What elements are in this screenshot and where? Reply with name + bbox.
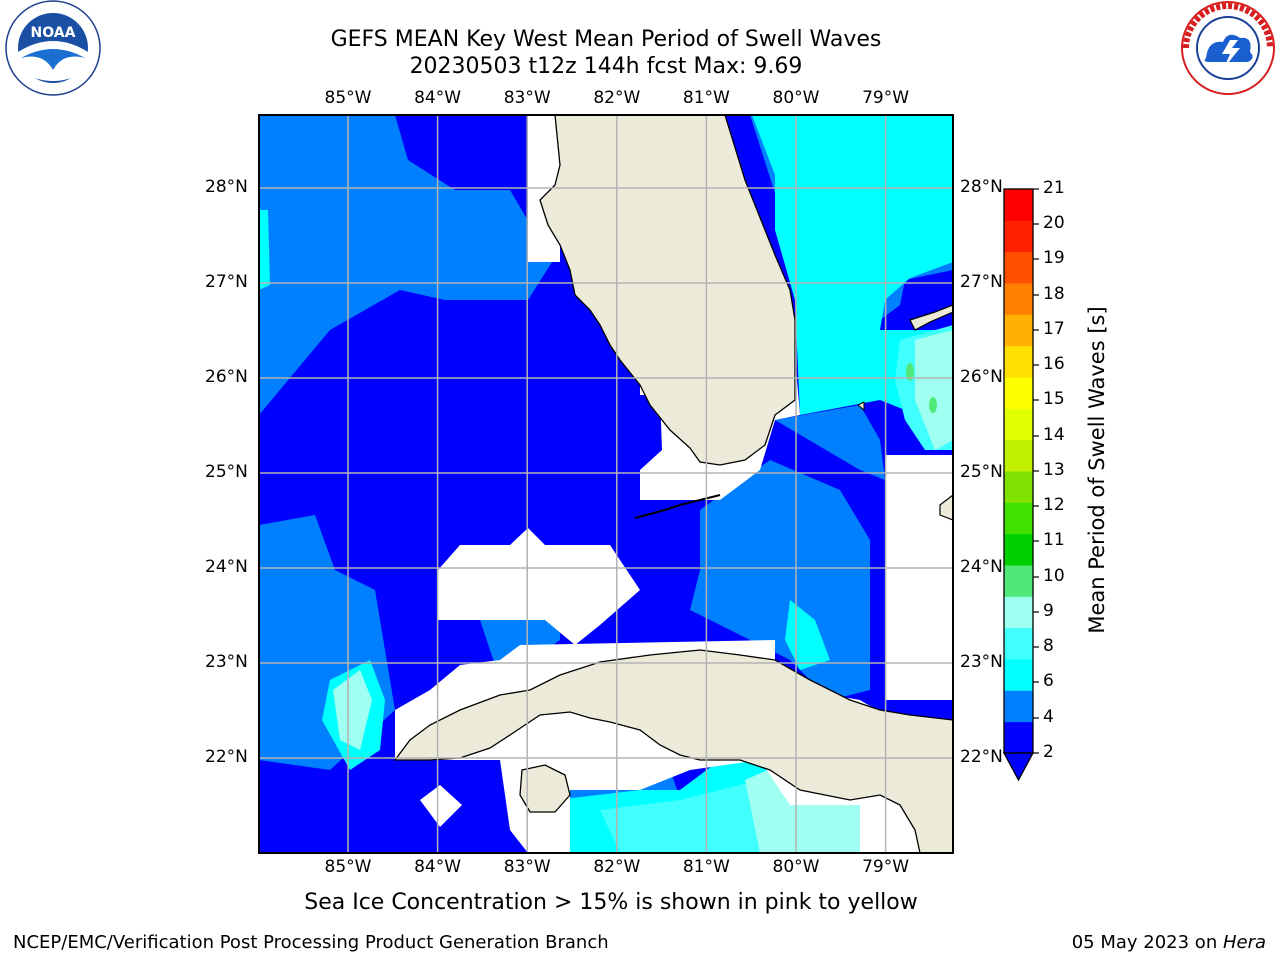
footer-date: 05 May 2023 on Hera	[1072, 932, 1266, 953]
mask-cuba-spot	[420, 785, 462, 827]
lat-label-right: 28°N	[960, 177, 1003, 197]
colorbar-tick-label: 10	[1043, 566, 1065, 586]
lon-label-bottom: 84°W	[414, 857, 462, 877]
lon-label-bottom: 80°W	[772, 857, 820, 877]
lat-label-left: 27°N	[205, 272, 248, 292]
lat-label-right: 27°N	[960, 272, 1003, 292]
period-10-11-spot-b	[929, 397, 937, 413]
lon-label-top: 81°W	[682, 88, 730, 108]
lat-label-left: 26°N	[205, 367, 248, 387]
period-6-8-gulf-west	[259, 210, 270, 290]
lat-label-right: 23°N	[960, 652, 1003, 672]
colorbar-segment	[1004, 659, 1033, 691]
colorbar-tick-label: 2	[1043, 742, 1054, 762]
colorbar-tick-label: 14	[1043, 425, 1065, 445]
colorbar-segment	[1004, 565, 1033, 597]
colorbar-extend-triangle	[1002, 752, 1035, 782]
colorbar-segment	[1004, 408, 1033, 441]
lat-label-right: 25°N	[960, 462, 1003, 482]
colorbar-segment	[1004, 439, 1033, 472]
colorbar-segment	[1004, 471, 1033, 503]
period-10-11-spot-a	[906, 363, 914, 381]
lon-label-bottom: 81°W	[682, 857, 730, 877]
noaa-logo: NOAA	[5, 0, 101, 96]
lat-label-left: 28°N	[205, 177, 248, 197]
period-4-6-bahamas-south	[775, 405, 885, 480]
colorbar-segment	[1004, 533, 1033, 566]
colorbar-segment	[1004, 345, 1033, 378]
lat-label-right: 24°N	[960, 557, 1003, 577]
colorbar-tick-label: 6	[1043, 671, 1054, 691]
lon-label-top: 83°W	[503, 88, 551, 108]
colorbar-tick-label: 21	[1043, 178, 1065, 198]
colorbar-segment	[1004, 627, 1033, 660]
lat-label-left: 22°N	[205, 747, 248, 767]
colorbar-segment	[1004, 690, 1033, 723]
colorbar-tick-label: 20	[1043, 213, 1065, 233]
colorbar-tick-label: 18	[1043, 284, 1065, 304]
lon-label-bottom: 82°W	[593, 857, 641, 877]
florida-keys	[634, 494, 721, 519]
lon-label-top: 82°W	[593, 88, 641, 108]
colorbar-segment	[1004, 502, 1033, 535]
lon-label-top: 79°W	[862, 88, 910, 108]
lon-label-bottom: 83°W	[503, 857, 551, 877]
mask-bahamas-east	[885, 455, 953, 700]
period-9-10-gulf	[333, 670, 372, 750]
colorbar-segment	[1004, 596, 1033, 629]
colorbar-tick-label: 8	[1043, 636, 1054, 656]
colorbar-tick-label: 17	[1043, 319, 1065, 339]
colorbar-tick-label: 15	[1043, 389, 1065, 409]
footer-machine: Hera	[1222, 932, 1266, 953]
mask-gulf-white	[438, 528, 640, 645]
period-4-6-gulf-north	[259, 115, 552, 415]
lon-label-top: 84°W	[414, 88, 462, 108]
colorbar-tick-label: 16	[1043, 354, 1065, 374]
colorbar-segment	[1004, 721, 1033, 754]
lon-label-top: 80°W	[772, 88, 820, 108]
colorbar-tick-label: 19	[1043, 248, 1065, 268]
colorbar-label: Mean Period of Swell Waves [s]	[1085, 306, 1109, 634]
colorbar-tick-label: 12	[1043, 495, 1065, 515]
colorbar-tick-label: 9	[1043, 601, 1054, 621]
period-9-10-bahamas	[915, 330, 953, 450]
lon-label-top: 85°W	[324, 88, 372, 108]
map-layers	[259, 115, 953, 853]
colorbar-segment	[1004, 314, 1033, 347]
andros-island	[939, 494, 953, 521]
colorbar-segment	[1004, 283, 1033, 315]
colorbar-tick-label: 4	[1043, 707, 1054, 727]
colorbar-segment	[1004, 251, 1033, 284]
colorbar-segment	[1004, 377, 1033, 409]
colorbar-tick-label: 13	[1043, 460, 1065, 480]
colorbar-segment	[1004, 220, 1033, 253]
footer-credit: NCEP/EMC/Verification Post Processing Pr…	[13, 932, 609, 953]
nws-logo	[1181, 1, 1275, 95]
sea-ice-caption: Sea Ice Concentration > 15% is shown in …	[304, 890, 918, 915]
bahamas-cay	[857, 401, 865, 412]
map-frame	[258, 114, 954, 854]
colorbar-tick-label: 11	[1043, 530, 1065, 550]
footer-date-text: 05 May 2023 on	[1071, 932, 1223, 953]
lat-label-left: 25°N	[205, 462, 248, 482]
colorbar-segment	[1004, 189, 1033, 221]
lat-label-right: 26°N	[960, 367, 1003, 387]
period-4-6-straits	[690, 460, 870, 700]
isla-de-la-juventud	[519, 764, 571, 813]
lat-label-left: 23°N	[205, 652, 248, 672]
cuba-land	[393, 649, 953, 853]
chart-subtitle: 20230503 t12z 144h fcst Max: 9.69	[409, 54, 803, 79]
chart-title: GEFS MEAN Key West Mean Period of Swell …	[330, 27, 882, 52]
lat-label-left: 24°N	[205, 557, 248, 577]
lat-label-right: 22°N	[960, 747, 1003, 767]
noaa-logo-text: NOAA	[31, 25, 76, 41]
lon-label-bottom: 79°W	[862, 857, 910, 877]
lon-label-bottom: 85°W	[324, 857, 372, 877]
grand-bahama	[909, 304, 953, 331]
